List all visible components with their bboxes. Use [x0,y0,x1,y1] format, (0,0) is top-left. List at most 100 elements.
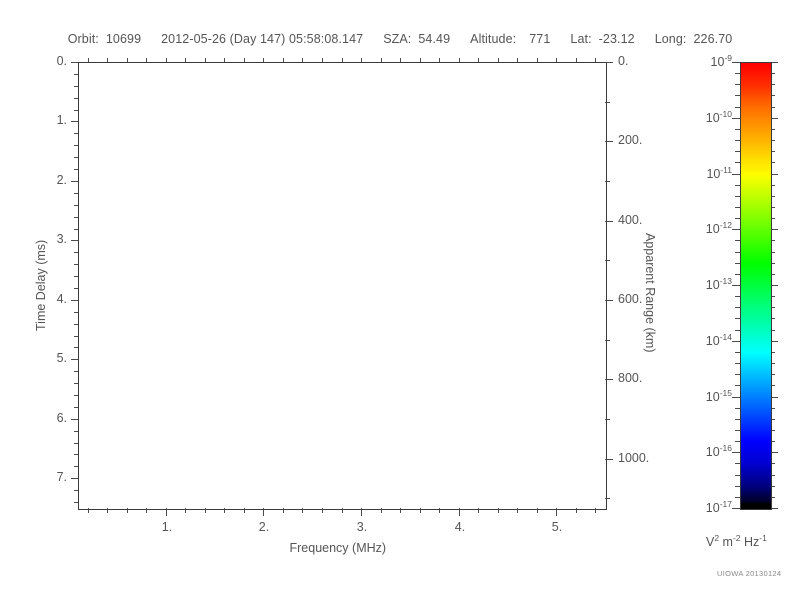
axis-tick [74,383,78,384]
axis-tick [770,229,778,230]
axis-tick [74,205,78,206]
axis-tick [400,508,401,513]
colorbar-tick-mantissa: 10 [705,501,720,516]
axis-tick [537,508,538,513]
axis-tick [735,129,740,130]
axis-tick [224,508,225,513]
axis-tick [605,62,610,63]
axis-tick [74,110,78,111]
axis-tick-label: 3. [56,232,67,246]
axis-tick [478,508,479,513]
axis-tick [605,419,610,420]
axis-tick [400,58,401,62]
colorbar-tick-label: 10-14 [670,332,732,348]
colorbar-tick-label: 10-12 [670,220,732,236]
long-label: Long: [654,32,687,46]
axis-tick-label: 2. [56,173,67,187]
axis-tick [770,196,775,197]
axis-tick [735,207,740,208]
axis-tick [74,74,78,75]
axis-tick [735,352,740,353]
long-value: 226.70 [693,32,733,46]
unit-volts: V [706,535,715,550]
axis-tick [244,508,245,513]
unit-meters-exp: -2 [732,533,741,543]
axis-tick [74,98,78,99]
axis-tick [770,452,778,453]
axis-tick [770,318,775,319]
colorbar-tick-label: 10-10 [670,109,732,125]
axis-tick [74,240,78,241]
axis-tick [263,508,264,513]
axis-tick [74,419,78,420]
y-axis-title-apparent-range: Apparent Range (km) [643,233,657,353]
axis-tick [605,379,610,380]
axis-tick [381,508,382,513]
axis-tick [605,260,610,261]
axis-tick [107,58,108,62]
axis-tick [322,58,323,62]
axis-tick [146,58,147,62]
axis-tick [74,371,78,372]
axis-tick [770,207,775,208]
unit-hertz: Hz [740,535,760,550]
colorbar-tick-exponent: -13 [719,276,732,286]
altitude-value: 771 [529,32,551,46]
axis-tick [576,58,577,62]
plot-header: Orbit: 10699 2012-05-26 (Day 147) 05:58:08… [0,32,800,46]
colorbar-tick-mantissa: 10 [706,167,721,182]
colorbar-unit-label: V2 m-2 Hz-1 [706,533,767,549]
axis-tick [244,58,245,62]
axis-tick [770,62,778,63]
observation-datetime: 2012-05-26 (Day 147) 05:58:08.147 [161,32,364,46]
axis-tick [770,475,775,476]
axis-tick [478,58,479,62]
axis-tick-label: 1000. [618,451,650,465]
axis-tick [74,169,78,170]
axis-tick [735,441,740,442]
axis-tick [732,62,740,63]
axis-tick [735,385,740,386]
axis-tick [361,58,362,62]
colorbar-tick-exponent: -10 [719,109,732,119]
axis-tick [735,296,740,297]
unit-hertz-exp: -1 [759,533,767,543]
sza-label: SZA: [383,32,412,46]
axis-tick [770,296,775,297]
axis-tick [74,62,78,63]
axis-tick [166,508,167,513]
axis-tick [74,264,78,265]
axis-tick [74,300,78,301]
axis-tick [74,407,78,408]
axis-tick [127,58,128,62]
axis-tick [605,340,610,341]
axis-tick [361,508,362,513]
axis-tick [74,490,78,491]
axis-tick [770,363,775,364]
axis-tick [735,107,740,108]
colorbar-tick-mantissa: 10 [710,55,725,70]
lat-value: -23.12 [598,32,635,46]
axis-tick [735,497,740,498]
radargram-plot-area [78,62,607,510]
axis-tick [74,336,78,337]
axis-tick [735,374,740,375]
y-axis-title-time-delay: Time Delay (ms) [34,239,48,331]
colorbar-tick-label: 10-9 [670,53,732,69]
axis-tick [770,174,778,175]
axis-tick [770,107,775,108]
colorbar-tick-mantissa: 10 [705,445,720,460]
axis-tick [517,508,518,513]
axis-tick-label: 6. [56,411,67,425]
axis-tick [74,276,78,277]
axis-tick [88,58,89,62]
axis-tick [735,151,740,152]
axis-tick [735,307,740,308]
axis-tick [770,274,775,275]
axis-tick [770,486,775,487]
axis-tick [735,140,740,141]
axis-tick [185,58,186,62]
axis-tick [556,58,557,62]
axis-tick [770,73,775,74]
axis-tick [302,58,303,62]
